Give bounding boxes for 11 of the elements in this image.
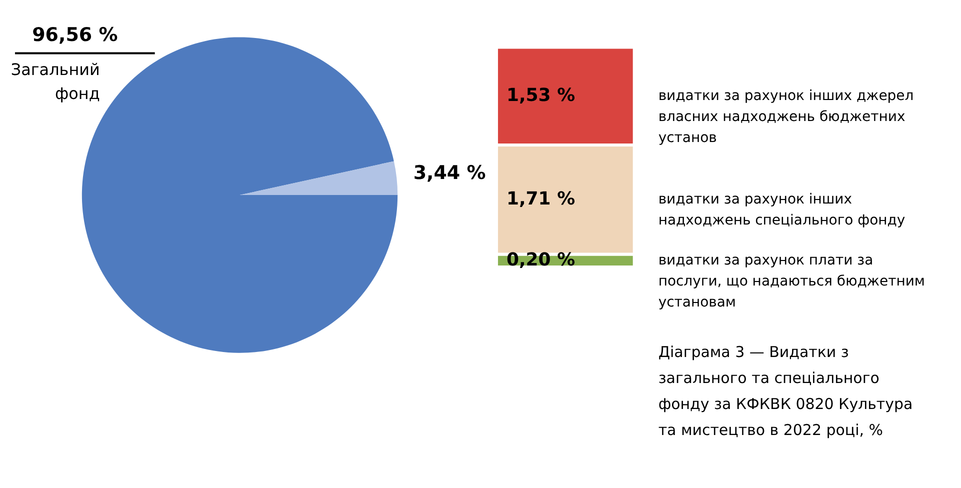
text: Діаграма 3 — Видатки з загального та спеціального фонду за КФКВК 0820 Культура та мистецтво в 2022 році, % — [658, 342, 913, 439]
data-label: 1,53 % — [506, 85, 576, 106]
series-label: видатки за рахунок плати за послуги, що надаються бюджетним установам — [658, 252, 925, 311]
data-label: 1,71 % — [506, 188, 576, 210]
slice-label: Загальний фонд — [10, 60, 100, 104]
data-label: 96,56 % — [32, 24, 118, 46]
data-label: 0,20 % — [506, 250, 576, 271]
series-label: видатки за рахунок інших надходжень спеціального фонду — [658, 192, 906, 229]
data-label: 3,44 % — [413, 162, 486, 184]
pie-slice — [240, 161, 398, 196]
series-label: видатки за рахунок інших джерел власних надходжень бюджетних установ — [658, 88, 914, 146]
